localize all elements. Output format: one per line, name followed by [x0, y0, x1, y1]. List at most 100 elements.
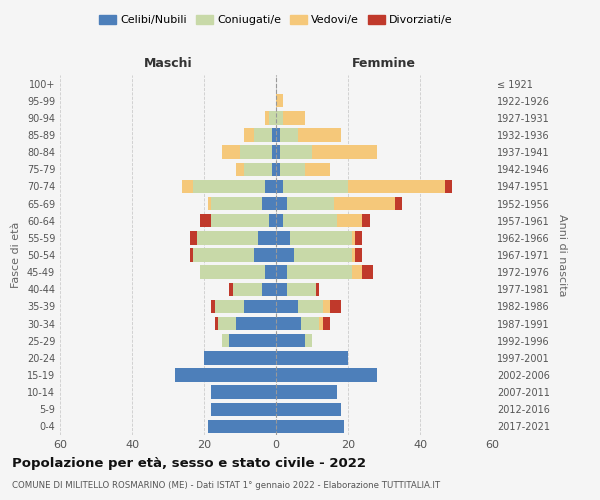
Bar	[280, 146, 312, 159]
Y-axis label: Anni di nascita: Anni di nascita	[557, 214, 566, 296]
Bar	[272, 162, 276, 176]
Bar	[312, 146, 377, 159]
Bar	[211, 386, 276, 399]
Bar	[445, 180, 452, 193]
Bar	[193, 180, 265, 193]
Bar	[211, 402, 276, 416]
Text: Femmine: Femmine	[352, 57, 416, 70]
Bar	[330, 300, 341, 313]
Bar	[334, 197, 395, 210]
Bar	[204, 351, 276, 364]
Bar	[276, 300, 298, 313]
Bar	[276, 334, 305, 347]
Bar	[290, 231, 352, 244]
Bar	[276, 402, 341, 416]
Bar	[287, 282, 316, 296]
Bar	[298, 128, 341, 141]
Bar	[294, 248, 352, 262]
Y-axis label: Fasce di età: Fasce di età	[11, 222, 21, 288]
Bar	[258, 231, 276, 244]
Bar	[276, 111, 283, 124]
Bar	[276, 282, 287, 296]
Bar	[276, 386, 337, 399]
Bar	[276, 231, 290, 244]
Bar	[193, 248, 254, 262]
Bar	[269, 214, 276, 228]
Bar	[244, 162, 272, 176]
Bar	[211, 214, 269, 228]
Bar	[222, 146, 240, 159]
Bar	[236, 317, 276, 330]
Bar	[276, 266, 287, 279]
Bar	[208, 197, 211, 210]
Bar	[190, 248, 193, 262]
Bar	[211, 197, 262, 210]
Bar	[218, 317, 236, 330]
Bar	[254, 128, 272, 141]
Bar	[276, 197, 287, 210]
Bar	[200, 214, 211, 228]
Bar	[395, 197, 402, 210]
Bar	[355, 248, 362, 262]
Bar	[355, 231, 362, 244]
Bar	[319, 317, 323, 330]
Bar	[287, 197, 334, 210]
Bar	[233, 282, 262, 296]
Bar	[276, 162, 280, 176]
Bar	[211, 300, 215, 313]
Bar	[240, 146, 272, 159]
Bar	[272, 128, 276, 141]
Bar	[265, 111, 269, 124]
Bar	[244, 128, 254, 141]
Legend: Celibi/Nubili, Coniugati/e, Vedovi/e, Divorziati/e: Celibi/Nubili, Coniugati/e, Vedovi/e, Di…	[95, 10, 457, 30]
Bar	[254, 248, 276, 262]
Bar	[348, 180, 445, 193]
Bar	[200, 266, 265, 279]
Bar	[208, 420, 276, 433]
Bar	[352, 231, 355, 244]
Text: Maschi: Maschi	[143, 57, 193, 70]
Bar	[280, 162, 305, 176]
Bar	[229, 334, 276, 347]
Text: COMUNE DI MILITELLO ROSMARINO (ME) - Dati ISTAT 1° gennaio 2022 - Elaborazione T: COMUNE DI MILITELLO ROSMARINO (ME) - Dat…	[12, 481, 440, 490]
Bar	[276, 248, 294, 262]
Bar	[222, 334, 229, 347]
Bar	[276, 317, 301, 330]
Bar	[276, 146, 280, 159]
Bar	[272, 146, 276, 159]
Text: Popolazione per età, sesso e stato civile - 2022: Popolazione per età, sesso e stato civil…	[12, 458, 366, 470]
Bar	[283, 180, 348, 193]
Bar	[283, 111, 305, 124]
Bar	[229, 282, 233, 296]
Bar	[244, 300, 276, 313]
Bar	[352, 248, 355, 262]
Bar	[175, 368, 276, 382]
Bar	[301, 317, 319, 330]
Bar	[276, 368, 377, 382]
Bar	[276, 420, 344, 433]
Bar	[280, 128, 298, 141]
Bar	[362, 266, 373, 279]
Bar	[236, 162, 244, 176]
Bar	[316, 282, 319, 296]
Bar	[262, 197, 276, 210]
Bar	[305, 334, 312, 347]
Bar	[287, 266, 352, 279]
Bar	[362, 214, 370, 228]
Bar	[283, 214, 337, 228]
Bar	[276, 94, 283, 108]
Bar	[265, 266, 276, 279]
Bar	[276, 214, 283, 228]
Bar	[298, 300, 323, 313]
Bar	[305, 162, 330, 176]
Bar	[265, 180, 276, 193]
Bar	[215, 317, 218, 330]
Bar	[262, 282, 276, 296]
Bar	[190, 231, 197, 244]
Bar	[323, 300, 330, 313]
Bar	[276, 180, 283, 193]
Bar	[269, 111, 276, 124]
Bar	[182, 180, 193, 193]
Bar	[197, 231, 258, 244]
Bar	[276, 351, 348, 364]
